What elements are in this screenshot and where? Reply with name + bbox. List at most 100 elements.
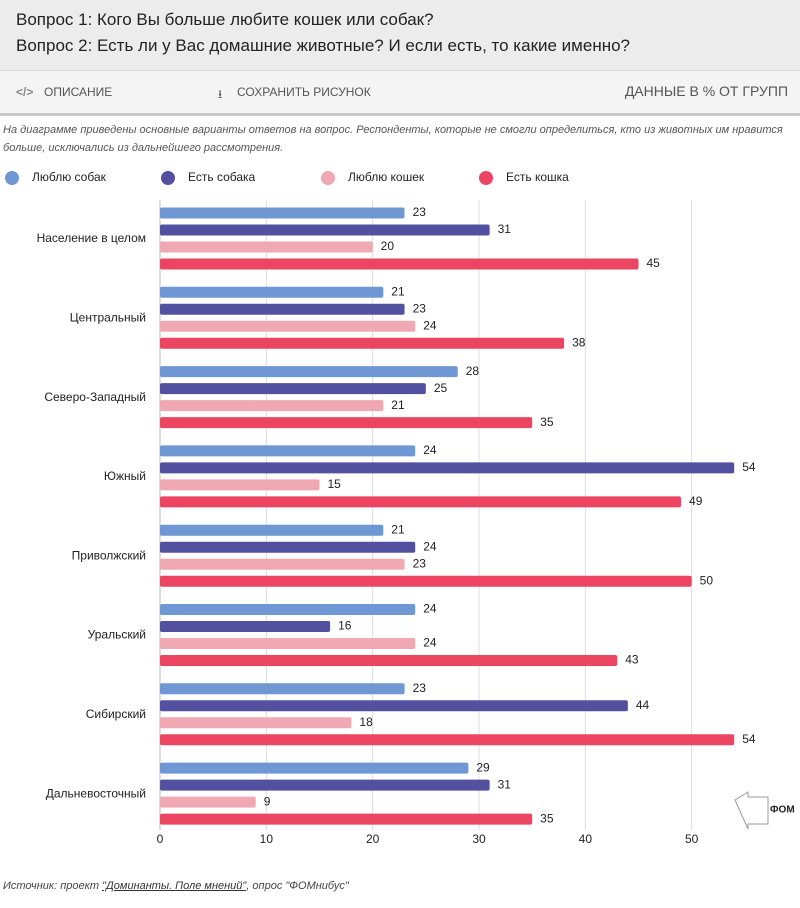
x-tick-label: 10: [260, 832, 274, 846]
source-text: Источник: проект: [3, 880, 103, 892]
value-label: 31: [498, 222, 512, 236]
category-label: Южный: [104, 469, 146, 483]
value-label: 24: [423, 539, 437, 553]
x-tick-label: 50: [685, 832, 699, 846]
bar: [160, 779, 490, 791]
value-label: 44: [636, 698, 650, 712]
bar: [160, 558, 405, 570]
bar: [160, 337, 565, 349]
value-label: 24: [423, 318, 437, 332]
value-label: 18: [359, 715, 373, 729]
save-button[interactable]: СОХРАНИТЬ РИСУНОК: [237, 85, 371, 99]
source: Источник: проект "Доминанты. Поле мнений…: [3, 880, 349, 892]
bar: [160, 224, 490, 236]
bar: [160, 400, 384, 412]
bar: [160, 717, 352, 729]
bar: [160, 303, 405, 315]
bar: [160, 796, 256, 808]
category-label: Уральский: [88, 628, 146, 642]
logo: ФОМ: [770, 805, 795, 816]
bar: [160, 638, 416, 649]
description-button[interactable]: ОПИСАНИЕ: [44, 85, 113, 99]
value-label: 15: [328, 477, 342, 491]
category-label: Приволжский: [72, 548, 146, 562]
value-label: 21: [391, 284, 405, 298]
legend-marker: [321, 171, 335, 185]
value-label: 9: [264, 794, 271, 808]
x-tick-label: 20: [366, 832, 380, 846]
bar: [160, 734, 735, 746]
value-label: 23: [413, 301, 427, 315]
bar: [160, 383, 426, 395]
category-label: Северо-Западный: [44, 390, 146, 404]
bar: [160, 496, 682, 508]
value-label: 25: [434, 381, 448, 395]
bar: [160, 575, 692, 587]
bar: [160, 445, 416, 457]
value-label: 38: [572, 335, 586, 349]
bar: [160, 604, 416, 615]
value-label: 20: [381, 239, 395, 253]
value-label: 24: [423, 602, 437, 616]
logo-shape: [734, 791, 769, 830]
value-label: 35: [540, 415, 554, 429]
legend-marker: [161, 171, 175, 185]
x-tick-label: 0: [157, 832, 164, 846]
category-label: Сибирский: [86, 707, 146, 721]
toolbar: </> ОПИСАНИЕ ⭳ СОХРАНИТЬ РИСУНОК ДАННЫЕ …: [0, 70, 800, 116]
x-tick-label: 30: [472, 832, 486, 846]
bar: [160, 524, 384, 536]
category-label: Дальневосточный: [46, 786, 146, 800]
value-label: 24: [423, 636, 437, 650]
title: Вопрос 1: Кого Вы больше любите кошек ил…: [16, 10, 434, 29]
value-label: 54: [742, 732, 756, 746]
category-label: Население в целом: [37, 231, 146, 245]
bar: [160, 366, 458, 378]
legend-label: Люблю собак: [32, 170, 107, 184]
value-label: 43: [625, 653, 639, 667]
source-link[interactable]: "Доминанты. Поле мнений": [102, 880, 247, 892]
bar: [160, 462, 735, 474]
legend-label: Есть кошка: [506, 170, 569, 184]
x-tick-label: 40: [579, 832, 593, 846]
bar: [160, 762, 469, 774]
note: На диаграмме приведены основные варианты…: [3, 124, 783, 154]
legend-marker: [5, 171, 19, 185]
value-label: 45: [647, 256, 661, 270]
value-label: 31: [498, 777, 512, 791]
bar: [160, 813, 533, 825]
value-label: 23: [413, 205, 427, 219]
bar: [160, 621, 331, 632]
bar: [160, 683, 405, 695]
category-label: Центральный: [70, 310, 146, 324]
bar: [160, 655, 618, 666]
bar: [160, 541, 416, 553]
value-label: 24: [423, 443, 437, 457]
header: Вопрос 1: Кого Вы больше любите кошек ил…: [0, 0, 800, 70]
title: Вопрос 2: Есть ли у Вас домашние животны…: [16, 36, 631, 55]
bar: [160, 207, 405, 219]
legend-marker: [479, 171, 493, 185]
value-label: 49: [689, 494, 703, 508]
value-label: 35: [540, 811, 554, 825]
value-label: 16: [338, 619, 352, 633]
value-label: 23: [413, 556, 427, 570]
bar: [160, 479, 320, 491]
source-text: , опрос "ФОМнибус": [246, 880, 349, 892]
value-label: 50: [700, 573, 714, 587]
value-label: 29: [476, 760, 490, 774]
bar: [160, 241, 373, 253]
value-label: 23: [413, 681, 427, 695]
bar: [160, 286, 384, 298]
value-label: 21: [391, 398, 405, 412]
value-label: 54: [742, 460, 756, 474]
legend-label: Есть собака: [188, 170, 256, 184]
units: ДАННЫЕ В % ОТ ГРУПП: [624, 83, 788, 99]
value-label: 28: [466, 364, 480, 378]
legend-label: Люблю кошек: [348, 170, 425, 184]
value-label: 21: [391, 522, 405, 536]
bar: [160, 258, 639, 270]
bar: [160, 700, 628, 712]
